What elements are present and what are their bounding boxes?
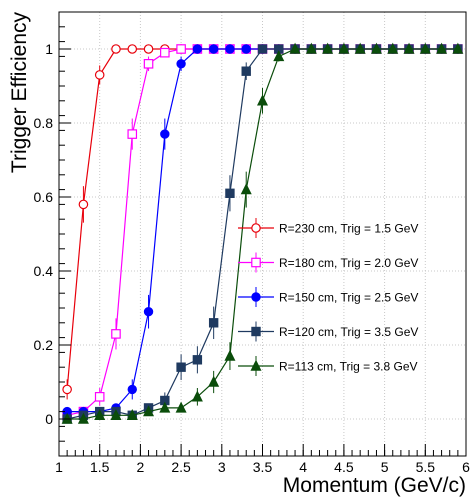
x-tick-label: 1.5 bbox=[90, 459, 110, 475]
data-point bbox=[208, 44, 219, 54]
data-point bbox=[256, 94, 269, 106]
data-point bbox=[94, 408, 106, 420]
legend-marker bbox=[251, 326, 261, 337]
data-point bbox=[176, 44, 186, 54]
data-point bbox=[192, 355, 203, 365]
data-point bbox=[273, 50, 285, 62]
series-5 bbox=[61, 42, 464, 424]
data-point bbox=[143, 58, 154, 69]
data-point bbox=[143, 405, 155, 417]
data-point bbox=[175, 401, 187, 413]
legend-marker bbox=[251, 223, 261, 233]
data-point bbox=[240, 183, 252, 195]
data-point bbox=[322, 42, 334, 54]
x-tick-label: 3 bbox=[218, 459, 226, 475]
data-point bbox=[160, 129, 170, 139]
data-point bbox=[208, 375, 220, 387]
data-point bbox=[338, 42, 350, 54]
data-point bbox=[224, 349, 236, 361]
data-point bbox=[78, 199, 89, 210]
data-point bbox=[241, 66, 251, 76]
x-axis-title: Momentum (GeV/c) bbox=[283, 474, 466, 497]
data-point bbox=[126, 408, 138, 420]
data-point bbox=[305, 42, 317, 54]
data-point bbox=[191, 390, 203, 402]
data-point bbox=[159, 401, 171, 413]
data-point bbox=[289, 42, 301, 54]
y-tick-label: 0.6 bbox=[34, 189, 54, 205]
data-point bbox=[94, 70, 105, 80]
y-tick-label: 0 bbox=[45, 411, 53, 427]
data-point bbox=[143, 307, 154, 317]
axis-ticks bbox=[58, 26, 467, 457]
data-point bbox=[143, 44, 154, 54]
x-tick-label: 4 bbox=[299, 459, 307, 475]
data-point bbox=[208, 318, 219, 328]
legend-entry: R=180 cm, Trig = 2.0 GeV bbox=[238, 252, 418, 273]
legend-marker bbox=[251, 292, 261, 302]
legend-label: R=120 cm, Trig = 3.5 GeV bbox=[279, 325, 418, 339]
data-point bbox=[127, 44, 138, 54]
data-point bbox=[110, 408, 122, 420]
data-point bbox=[370, 42, 382, 54]
x-tick-label: 4.5 bbox=[334, 459, 354, 475]
y-tick-label: 0.4 bbox=[34, 263, 54, 279]
data-point bbox=[127, 384, 137, 395]
legend-entry: R=113 cm, Trig = 3.8 GeV bbox=[238, 356, 418, 376]
data-point bbox=[192, 44, 203, 54]
data-point bbox=[257, 44, 268, 54]
tick-labels: 1 1.5 2 2.5 3 3.5 4 4.5 5 5.5 6 0 0.2 0.4 0.6 0.8 1 bbox=[34, 41, 471, 475]
legend-label: R=180 cm, Trig = 2.0 GeV bbox=[279, 256, 418, 270]
x-tick-label: 3.5 bbox=[253, 459, 273, 475]
legend-entry: R=150 cm, Trig = 2.5 GeV bbox=[238, 287, 418, 307]
legend-entry: R=230 cm, Trig = 1.5 GeV bbox=[238, 218, 418, 238]
legend-entry: R=120 cm, Trig = 3.5 GeV bbox=[238, 321, 418, 342]
data-point bbox=[127, 129, 138, 139]
data-point bbox=[354, 42, 366, 54]
y-tick-label: 0.8 bbox=[34, 115, 54, 131]
legend-marker bbox=[251, 257, 261, 268]
data-point bbox=[225, 44, 235, 54]
data-point bbox=[176, 59, 186, 69]
legend-label: R=230 cm, Trig = 1.5 GeV bbox=[279, 222, 418, 236]
data-point bbox=[241, 44, 251, 54]
x-tick-label: 5 bbox=[381, 459, 389, 475]
data-point bbox=[436, 42, 448, 54]
x-tick-label: 2 bbox=[137, 459, 145, 475]
data-point bbox=[94, 392, 105, 402]
x-tick-label: 6 bbox=[462, 459, 470, 475]
y-axis-title: Trigger Efficiency bbox=[8, 12, 31, 174]
legend: R=230 cm, Trig = 1.5 GeV R=180 cm, Trig =… bbox=[238, 218, 418, 376]
y-tick-label: 1 bbox=[45, 41, 53, 57]
x-tick-label: 1 bbox=[55, 459, 63, 475]
data-point bbox=[111, 44, 121, 54]
series-layer bbox=[61, 42, 464, 424]
data-point bbox=[225, 188, 235, 199]
data-point bbox=[77, 412, 89, 424]
data-point bbox=[403, 42, 415, 54]
data-point bbox=[452, 42, 464, 54]
data-point bbox=[111, 329, 121, 339]
legend-label: R=150 cm, Trig = 2.5 GeV bbox=[279, 291, 418, 305]
y-tick-label: 0.2 bbox=[34, 337, 54, 353]
legend-label: R=113 cm, Trig = 3.8 GeV bbox=[279, 360, 418, 374]
x-tick-label: 5.5 bbox=[416, 459, 436, 475]
data-point bbox=[176, 362, 186, 372]
data-point bbox=[160, 47, 170, 58]
data-point bbox=[387, 42, 399, 54]
legend-marker bbox=[250, 359, 262, 371]
data-point bbox=[419, 42, 431, 54]
x-tick-label: 2.5 bbox=[171, 459, 191, 475]
data-point bbox=[62, 384, 72, 395]
